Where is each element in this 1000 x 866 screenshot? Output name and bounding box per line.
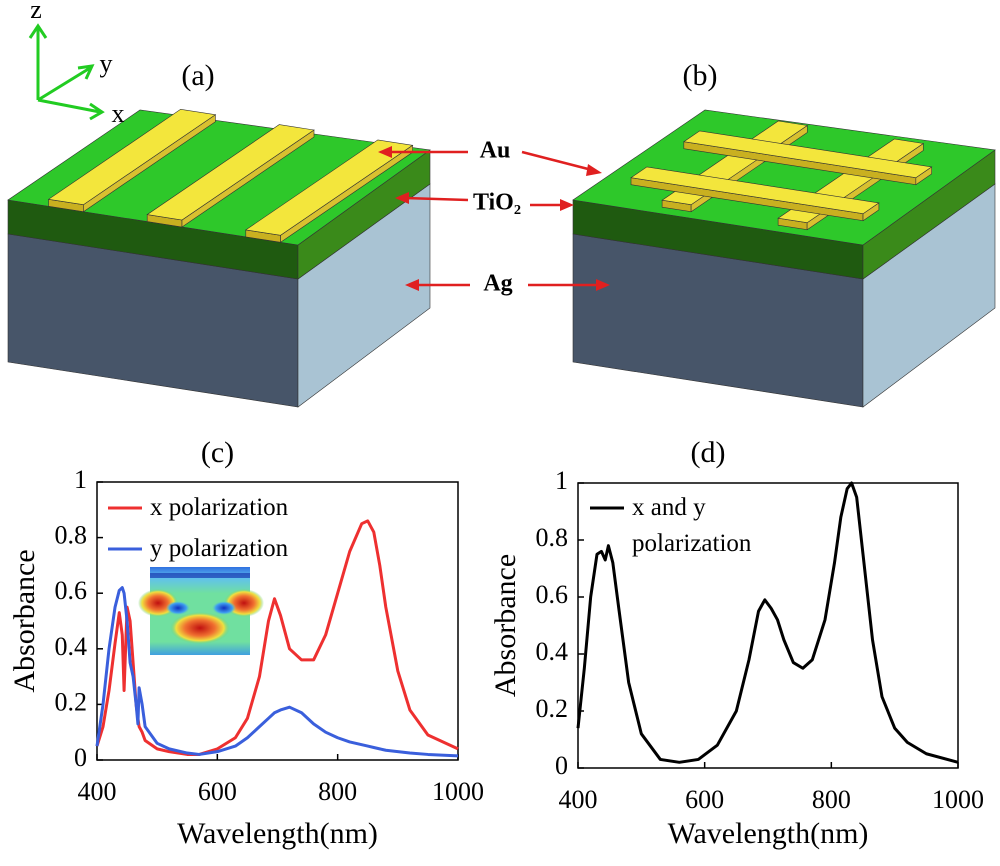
axis-x: x [112, 99, 125, 128]
series-line [576, 481, 959, 764]
z-axis [28, 23, 48, 100]
x-tick-label: 400 [559, 785, 598, 814]
field-inset [138, 567, 264, 655]
au-top [630, 166, 880, 215]
y-tick-label: 0.2 [536, 694, 569, 723]
au-top [146, 124, 315, 221]
x-axis [37, 98, 105, 121]
series-line [95, 519, 459, 756]
y-axis-label: Absorbance [8, 549, 41, 692]
au-top [47, 108, 217, 206]
y-tick-label: 0.4 [536, 637, 569, 666]
y-tick-label: 1 [74, 465, 87, 494]
y-axis [37, 64, 95, 102]
au-top [245, 139, 414, 236]
x-tick-label: 800 [318, 777, 357, 806]
au-top [683, 130, 933, 179]
y-tick-label: 0.6 [536, 580, 569, 609]
panel-label: (b) [683, 59, 718, 92]
x-tick-label: 400 [78, 777, 117, 806]
layer-label: TiO₂ [473, 190, 521, 216]
structures [7, 108, 996, 408]
chart-title: (c) [201, 436, 234, 469]
legend-label: x and y polarization [632, 494, 752, 557]
legend-item: y polarization [150, 535, 289, 562]
plot-frame [577, 482, 959, 769]
y-tick-label: 0.2 [55, 687, 88, 716]
y-tick-label: 0 [74, 743, 87, 772]
plot-frame [96, 481, 459, 761]
panel-label: (a) [181, 59, 214, 92]
y-tick-label: 0.8 [55, 521, 88, 550]
arrows [378, 146, 610, 291]
y-tick-label: 0 [555, 751, 568, 780]
coordinate-axes [28, 23, 105, 121]
chart-title: (d) [691, 436, 726, 469]
legend-label: x polarization [150, 494, 289, 521]
x-tick-label: 600 [198, 777, 237, 806]
x-tick-label: 1000 [932, 785, 984, 814]
y-tick-label: 0.6 [55, 576, 88, 605]
axis-z: z [30, 0, 42, 24]
legend-label: y polarization [150, 535, 289, 562]
x-tick-label: 800 [812, 785, 851, 814]
y-tick-label: 0.8 [536, 523, 569, 552]
legend-item: x polarization [150, 494, 289, 521]
layer-label: Au [480, 138, 511, 164]
series-line [95, 586, 459, 758]
y-tick-label: 0.4 [55, 632, 88, 661]
y-axis-label: Absorbance [489, 554, 522, 697]
legend-item: x and y polarization [632, 494, 752, 557]
layer-label: Ag [483, 271, 512, 297]
x-axis-label: Wavelength(nm) [668, 817, 869, 850]
x-tick-label: 1000 [432, 777, 484, 806]
x-tick-label: 600 [685, 785, 724, 814]
y-tick-label: 1 [555, 466, 568, 495]
x-axis-label: Wavelength(nm) [177, 817, 378, 850]
axis-y: y [100, 49, 113, 78]
